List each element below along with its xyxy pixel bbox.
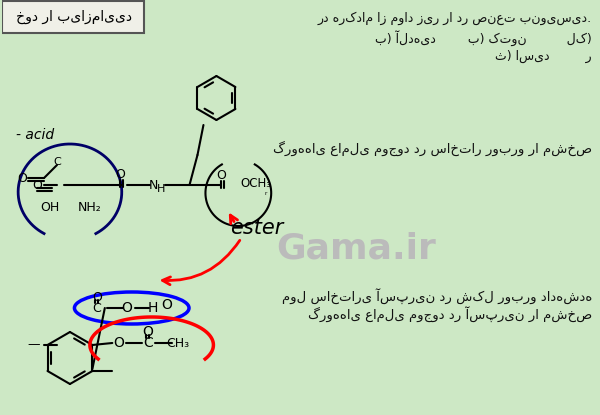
- Text: C: C: [92, 302, 101, 315]
- Text: خود را بیازمایید: خود را بیازمایید: [16, 10, 132, 24]
- Text: ᵣ: ᵣ: [265, 187, 268, 197]
- Text: - acid: - acid: [16, 128, 54, 142]
- Text: C: C: [143, 336, 153, 350]
- Text: O: O: [17, 171, 27, 185]
- Text: O: O: [161, 298, 172, 312]
- Text: O: O: [217, 168, 226, 181]
- Text: ث) اسید         ر: ث) اسید ر: [496, 49, 592, 63]
- Text: CH₃: CH₃: [167, 337, 190, 349]
- Text: O: O: [32, 178, 42, 191]
- Text: گروه‌های عاملی موجود در ساختار روبرو را مشخص: گروه‌های عاملی موجود در ساختار روبرو را …: [273, 140, 592, 156]
- Text: OCH₃: OCH₃: [241, 176, 272, 190]
- Text: C: C: [53, 157, 61, 167]
- Text: OH: OH: [40, 200, 59, 213]
- Text: H: H: [157, 184, 165, 194]
- Text: H: H: [148, 301, 158, 315]
- Text: Gama.ir: Gama.ir: [276, 231, 436, 265]
- Text: NH₂: NH₂: [78, 200, 102, 213]
- Text: ب) آلدهید        ب) کتون          لک): ب) آلدهید ب) کتون لک): [375, 30, 592, 46]
- Text: O: O: [113, 336, 124, 350]
- Text: N: N: [149, 178, 158, 191]
- Text: گروه‌های عاملی موجود در آسپرین را مشخص: گروه‌های عاملی موجود در آسپرین را مشخص: [308, 306, 592, 322]
- FancyBboxPatch shape: [2, 1, 143, 33]
- Text: O: O: [115, 168, 125, 181]
- Text: رد هرکدام از مواد زیر را در صنعت بنویسید.: رد هرکدام از مواد زیر را در صنعت بنویسید…: [318, 11, 592, 25]
- Text: مول ساختاری آسپرین در شکل روبرو داده‌شده: مول ساختاری آسپرین در شکل روبرو داده‌شده: [281, 288, 592, 304]
- Text: O: O: [143, 325, 154, 339]
- Text: —: —: [28, 339, 40, 352]
- Text: ester: ester: [230, 218, 283, 238]
- Text: O: O: [92, 290, 102, 303]
- Text: O: O: [121, 301, 132, 315]
